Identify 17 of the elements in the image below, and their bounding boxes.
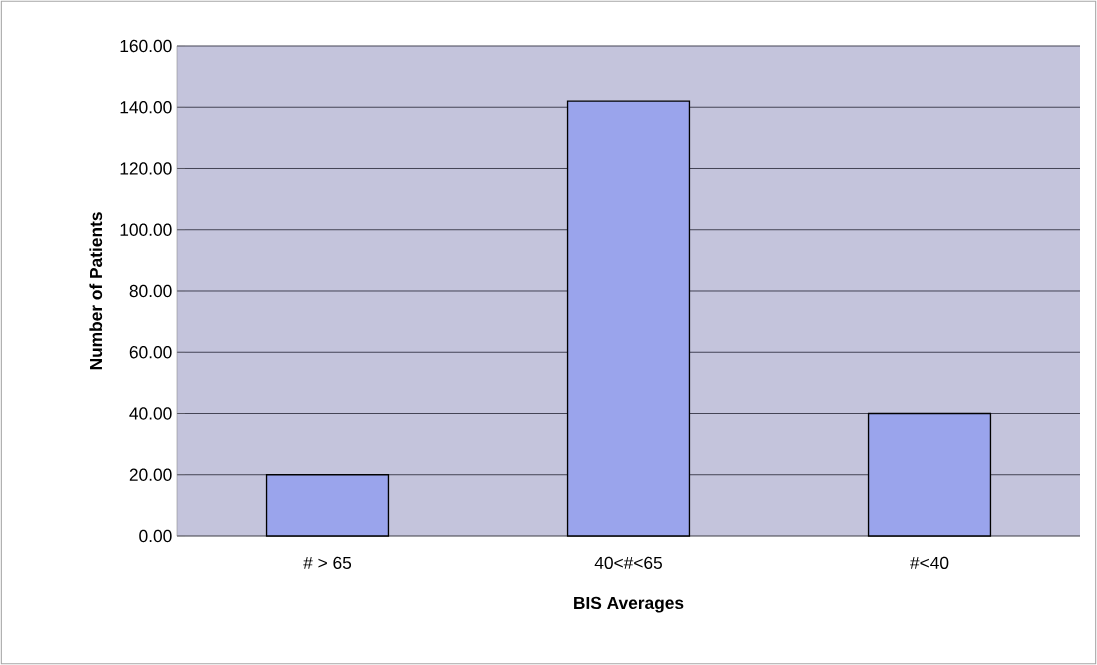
y-tick-label: 160.00: [120, 39, 172, 53]
x-tick-label: # > 65: [303, 556, 352, 569]
x-tick-label: #<40: [910, 556, 949, 569]
y-tick-label: 100.00: [120, 223, 172, 236]
y-tick-label: 20.00: [129, 468, 172, 481]
y-tick-label: 60.00: [129, 346, 172, 359]
x-tick-label: 40<#<65: [594, 556, 662, 569]
y-tick-label: 40.00: [129, 407, 172, 420]
y-tick-label: 140.00: [120, 101, 172, 114]
bar: [566, 100, 691, 537]
bar: [265, 474, 390, 537]
y-tick-label: 0.00: [139, 529, 172, 543]
bar: [867, 412, 992, 537]
y-tick-label: 80.00: [129, 284, 172, 298]
x-axis-title: BIS Averages: [574, 596, 684, 613]
y-tick-label: 120.00: [120, 162, 172, 175]
y-axis-title: Number of Patients: [89, 212, 103, 370]
